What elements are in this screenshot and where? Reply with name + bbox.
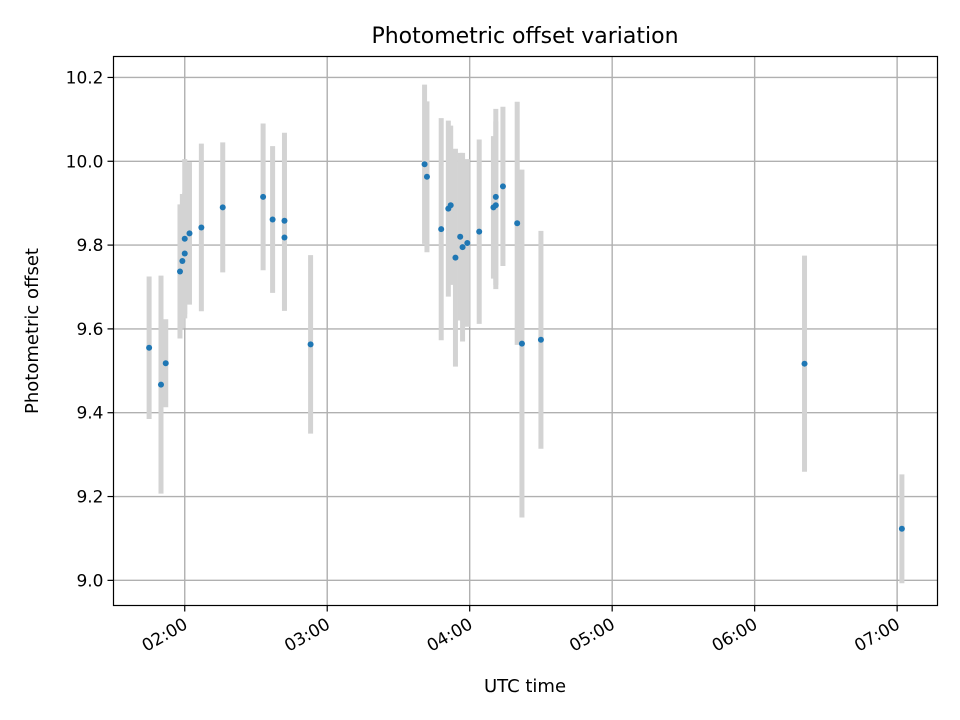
data-point <box>260 193 267 200</box>
error-bars <box>146 84 905 584</box>
plot-frame <box>112 55 939 607</box>
data-point <box>146 344 153 351</box>
data-point <box>452 254 459 261</box>
data-point <box>198 224 205 231</box>
data-point <box>537 336 544 343</box>
data-point <box>179 258 186 265</box>
data-point <box>518 340 525 347</box>
grid-lines <box>113 56 938 606</box>
data-point <box>219 204 226 211</box>
data-point <box>492 193 499 200</box>
x-tick-label: 04:00 <box>424 615 476 657</box>
data-point <box>307 341 314 348</box>
data-point <box>898 525 905 532</box>
data-point <box>162 360 169 367</box>
data-point <box>157 381 164 388</box>
y-tick-label: 9.6 <box>76 320 103 340</box>
data-point <box>499 183 506 190</box>
data-point <box>181 250 188 257</box>
data-point <box>457 233 464 240</box>
y-tick-label: 9.2 <box>76 488 103 508</box>
x-tick-label: 05:00 <box>566 615 618 657</box>
y-tick-label: 10.0 <box>66 152 104 172</box>
y-axis-label: Photometric offset <box>22 248 43 414</box>
x-tick-label: 03:00 <box>281 615 333 657</box>
data-point <box>801 360 808 367</box>
x-tick-label: 02:00 <box>139 615 191 657</box>
data-point <box>281 217 288 224</box>
data-points <box>146 161 905 532</box>
x-tick-label: 07:00 <box>851 615 903 657</box>
data-point <box>269 216 276 223</box>
data-point <box>281 234 288 241</box>
data-point <box>186 230 193 237</box>
y-tick-label: 9.4 <box>76 404 103 424</box>
data-point <box>464 239 471 246</box>
data-point <box>421 161 428 168</box>
axis-ticks: 02:00 03:00 04:00 05:00 06:00 07:00 9.0 9.2 9.4 9… <box>66 68 904 656</box>
data-point <box>181 235 188 242</box>
data-point <box>476 228 483 235</box>
y-tick-label: 10.2 <box>66 68 104 88</box>
data-point <box>423 173 430 180</box>
data-point <box>438 226 445 233</box>
data-point <box>176 268 183 275</box>
x-tick-label: 06:00 <box>709 615 761 657</box>
data-point <box>459 244 466 251</box>
y-tick-label: 9.0 <box>76 571 103 591</box>
data-point <box>447 202 454 209</box>
data-point <box>514 220 521 227</box>
data-point <box>492 202 499 209</box>
x-axis-label: UTC time <box>484 676 566 697</box>
y-tick-label: 9.8 <box>76 236 103 256</box>
chart-title: Photometric offset variation <box>371 24 678 49</box>
